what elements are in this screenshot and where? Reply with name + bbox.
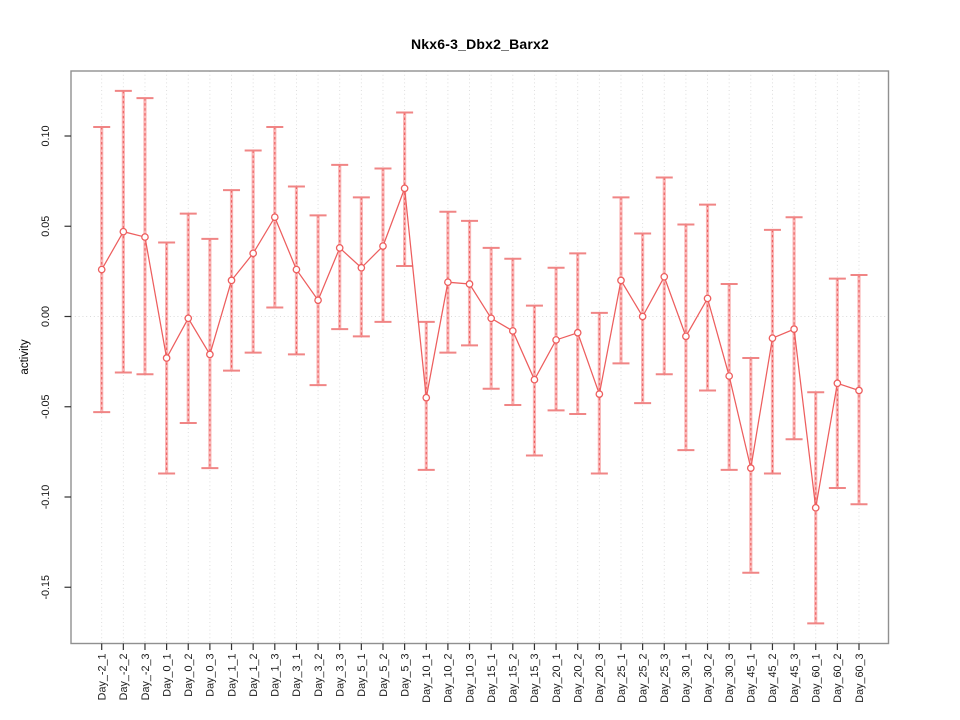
y-tick-label: 0.05 xyxy=(40,216,52,237)
y-tick-label: -0.05 xyxy=(40,394,52,419)
data-point-marker xyxy=(811,503,820,512)
data-point-marker xyxy=(249,249,258,258)
x-tick-label: Day_60_2 xyxy=(832,654,844,703)
x-tick-label: Day_1_1 xyxy=(226,654,238,697)
x-tick-label: Day_30_1 xyxy=(681,654,693,703)
data-point-marker xyxy=(573,328,582,337)
x-tick-label: Day_60_3 xyxy=(854,654,866,703)
chart-title: Nkx6-3_Dbx2_Barx2 xyxy=(410,36,550,52)
data-point-marker xyxy=(682,332,690,341)
x-tick-label: Day_25_2 xyxy=(637,654,649,703)
data-point-marker xyxy=(357,263,366,272)
x-tick-label: Day_3_1 xyxy=(291,654,303,697)
data-point-marker xyxy=(703,294,712,303)
data-point-marker xyxy=(422,393,431,402)
data-point-marker xyxy=(660,272,669,281)
data-point-marker xyxy=(552,336,560,344)
x-tick-label: Day_20_1 xyxy=(551,654,563,703)
data-point-marker xyxy=(227,276,236,285)
x-tick-label: Day_20_2 xyxy=(573,654,585,703)
data-point-marker xyxy=(314,296,322,305)
data-point-marker xyxy=(725,372,734,380)
x-tick-label: Day_10_2 xyxy=(443,654,455,703)
data-point-marker xyxy=(508,327,517,335)
x-tick-label: Day_15_2 xyxy=(508,654,520,703)
x-tick-label: Day_0_3 xyxy=(205,654,217,697)
x-tick-label: Day_-2_3 xyxy=(140,654,152,701)
x-tick-label: Day_3_3 xyxy=(335,654,347,697)
data-point-marker xyxy=(638,312,647,321)
x-tick-label: Day_-2_1 xyxy=(97,654,109,701)
x-tick-label: Day_60_1 xyxy=(811,654,823,703)
data-point-marker xyxy=(119,227,128,236)
data-point-marker xyxy=(97,265,106,274)
x-tick-label: Day_1_2 xyxy=(248,654,260,697)
y-tick-label: -0.10 xyxy=(40,485,52,510)
x-tick-label: Day_15_1 xyxy=(486,654,498,703)
series-line xyxy=(101,188,860,508)
x-tick-label: Day_25_1 xyxy=(616,654,628,703)
data-point-marker xyxy=(444,278,452,287)
data-point-marker xyxy=(206,350,214,359)
data-point-marker xyxy=(379,242,387,250)
x-tick-label: Day_5_2 xyxy=(378,654,390,697)
x-tick-label: Day_5_3 xyxy=(399,654,411,697)
data-point-marker xyxy=(141,233,149,241)
x-tick-label: Day_3_2 xyxy=(313,654,325,697)
data-point-marker xyxy=(530,375,539,384)
x-tick-label: Day_-2_2 xyxy=(118,654,130,701)
data-point-marker xyxy=(335,244,344,252)
x-tick-label: Day_30_3 xyxy=(724,654,736,703)
x-tick-label: Day_45_1 xyxy=(746,654,758,703)
x-tick-label: Day_5_1 xyxy=(356,654,368,697)
data-point-marker xyxy=(487,314,496,323)
y-tick-label: 0.00 xyxy=(40,306,52,327)
data-point-marker xyxy=(833,379,842,388)
data-point-marker xyxy=(465,280,474,288)
x-tick-label: Day_10_1 xyxy=(421,654,433,703)
x-tick-label: Day_1_3 xyxy=(270,654,282,697)
x-tick-label: Day_45_3 xyxy=(789,654,801,703)
x-tick-label: Day_15_3 xyxy=(529,654,541,703)
x-tick-label: Day_45_2 xyxy=(767,654,779,703)
data-point-marker xyxy=(270,213,279,222)
x-tick-label: Day_0_2 xyxy=(183,654,195,697)
x-tick-label: Day_0_1 xyxy=(161,654,173,697)
data-point-marker xyxy=(184,314,193,323)
x-tick-label: Day_25_3 xyxy=(659,654,671,703)
data-point-marker xyxy=(855,386,863,395)
data-point-marker xyxy=(617,276,625,285)
data-point-marker xyxy=(162,354,171,362)
data-point-marker xyxy=(746,464,755,472)
data-point-marker xyxy=(768,334,777,343)
x-tick-label: Day_10_3 xyxy=(464,654,476,703)
data-point-marker xyxy=(595,390,604,398)
data-point-marker xyxy=(790,325,798,333)
plot-border xyxy=(70,70,890,645)
data-point-marker xyxy=(400,184,409,193)
x-tick-label: Day_20_3 xyxy=(594,654,606,703)
y-tick-label: -0.15 xyxy=(40,575,52,600)
x-tick-label: Day_30_2 xyxy=(702,654,714,703)
y-tick-label: 0.10 xyxy=(40,125,52,146)
data-point-marker xyxy=(292,265,301,274)
